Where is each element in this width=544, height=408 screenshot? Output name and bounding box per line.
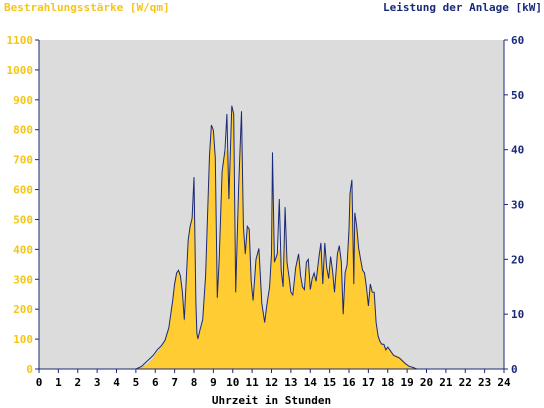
- y-left-tick-label: 200: [13, 303, 33, 316]
- y-left-tick-label: 400: [13, 243, 33, 256]
- x-tick-label: 3: [94, 376, 101, 389]
- x-tick-label: 10: [226, 376, 239, 389]
- x-tick-label: 1: [55, 376, 62, 389]
- x-tick-label: 7: [171, 376, 178, 389]
- x-tick-label: 20: [420, 376, 433, 389]
- y-right-tick-label: 10: [511, 308, 524, 321]
- y-left-tick-label: 800: [13, 124, 33, 137]
- x-tick-label: 9: [210, 376, 217, 389]
- x-tick-label: 23: [478, 376, 491, 389]
- x-tick-label: 14: [304, 376, 318, 389]
- x-tick-label: 13: [284, 376, 297, 389]
- y-left-tick-label: 1000: [7, 64, 34, 77]
- y-right-tick-label: 30: [511, 199, 524, 212]
- y-left-tick-label: 0: [26, 363, 33, 376]
- y-left-tick-label: 1100: [7, 34, 34, 47]
- x-tick-label: 4: [113, 376, 120, 389]
- x-tick-label: 8: [191, 376, 198, 389]
- right-axis-title: Leistung der Anlage [kW]: [383, 1, 542, 14]
- y-left-tick-label: 300: [13, 273, 33, 286]
- x-tick-label: 6: [152, 376, 159, 389]
- x-tick-label: 15: [323, 376, 336, 389]
- left-axis-title: Bestrahlungsstärke [W/qm]: [4, 1, 170, 14]
- x-tick-label: 22: [459, 376, 472, 389]
- y-left-tick-label: 600: [13, 184, 33, 197]
- x-tick-label: 24: [497, 376, 511, 389]
- x-tick-label: 12: [265, 376, 278, 389]
- y-right-tick-label: 60: [511, 34, 524, 47]
- x-tick-label: 21: [439, 376, 453, 389]
- x-tick-label: 17: [362, 376, 375, 389]
- x-tick-label: 11: [246, 376, 260, 389]
- x-tick-label: 0: [36, 376, 43, 389]
- x-tick-label: 5: [133, 376, 140, 389]
- y-right-tick-label: 0: [511, 363, 518, 376]
- y-right-tick-label: 40: [511, 144, 524, 157]
- y-left-tick-label: 100: [13, 333, 33, 346]
- y-left-tick-label: 700: [13, 154, 33, 167]
- x-tick-label: 19: [401, 376, 414, 389]
- x-axis-label: Uhrzeit in Stunden: [212, 394, 331, 407]
- y-left-tick-label: 900: [13, 94, 33, 107]
- x-tick-label: 18: [381, 376, 394, 389]
- y-left-tick-label: 500: [13, 213, 33, 226]
- power-line: [39, 105, 504, 370]
- y-right-tick-label: 20: [511, 253, 524, 266]
- y-right-tick-label: 50: [511, 89, 524, 102]
- x-tick-label: 16: [342, 376, 356, 389]
- x-tick-label: 2: [74, 376, 81, 389]
